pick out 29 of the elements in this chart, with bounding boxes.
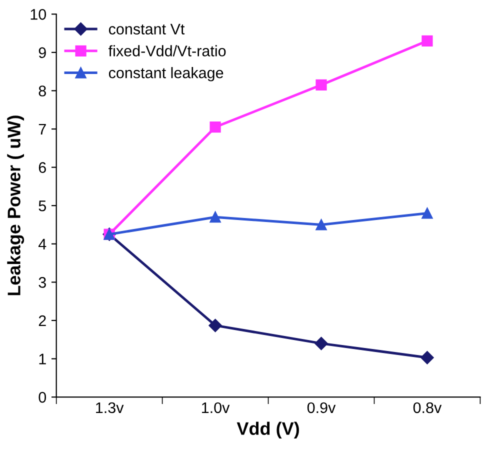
x-tick-label: 1.3v — [96, 402, 124, 414]
point — [314, 336, 328, 350]
x-axis-title: Vdd (V) — [236, 422, 299, 439]
x-tick-label: 0.8v — [413, 402, 442, 414]
legend-label: constant leakage — [108, 67, 224, 82]
point — [420, 351, 434, 364]
y-axis-title: Leakage Power ( uW) — [7, 116, 24, 296]
y-tick-label: 2 — [38, 315, 46, 326]
x-tick-label: 0.9v — [307, 402, 336, 414]
y-tick-label: 5 — [38, 200, 46, 212]
legend-label: constant Vt — [108, 24, 185, 35]
legend-label: fixed-Vdd/Vt-ratio — [108, 45, 226, 56]
point — [422, 208, 433, 219]
y-tick-label: 0 — [38, 392, 46, 403]
y-tick-label: 7 — [38, 124, 46, 135]
x-tick-label: 1.0v — [202, 402, 230, 414]
y-tick-label: 6 — [38, 162, 46, 173]
point — [316, 219, 327, 230]
y-tick-label: 4 — [38, 238, 46, 250]
y-tick-label: 9 — [38, 47, 46, 58]
y-tick-label: 10 — [30, 9, 46, 20]
y-tick-label: 3 — [38, 277, 46, 288]
point — [210, 212, 221, 223]
point — [316, 79, 327, 91]
y-tick-label: 1 — [39, 354, 46, 364]
point — [422, 35, 433, 46]
y-tick-label: 8 — [38, 86, 46, 96]
point — [208, 318, 222, 332]
point — [210, 122, 221, 133]
